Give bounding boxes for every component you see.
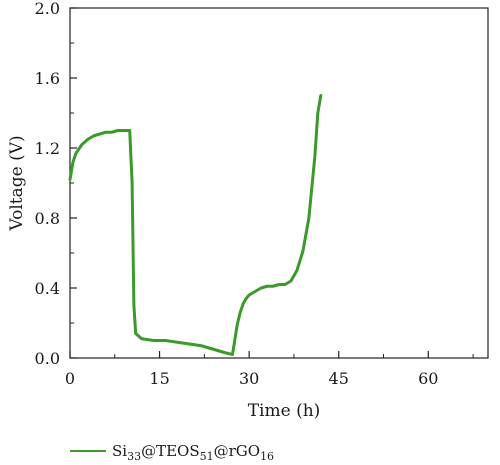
x-tick-label: 0: [65, 369, 75, 388]
x-axis-title: Time (h): [248, 401, 321, 421]
legend: Si33@TEOS51@rGO16: [70, 442, 274, 463]
y-tick-label: 0.4: [35, 279, 60, 298]
x-tick-label: 45: [329, 369, 349, 388]
y-tick-label: 2.0: [35, 0, 60, 18]
legend-label-teos: @TEOS: [141, 442, 200, 460]
legend-label-rgo: @rGO: [214, 442, 260, 460]
x-tick-label: 15: [149, 369, 169, 388]
axis-ticks: [69, 7, 474, 359]
y-axis-title: Voltage (V): [7, 135, 27, 231]
y-tick-label: 0.8: [35, 209, 60, 228]
series-layer: [68, 94, 323, 356]
y-tick-label: 1.6: [35, 69, 60, 88]
legend-label: Si33@TEOS51@rGO16: [112, 442, 274, 463]
legend-label-si: Si: [112, 442, 127, 460]
legend-label-sub-33: 33: [127, 450, 141, 463]
y-tick-label: 0.0: [35, 349, 60, 368]
series-line: [68, 94, 323, 356]
x-tick-label: 30: [239, 369, 259, 388]
tick-labels: 0 15 30 45 60 0.0 0.4 0.8 1.2 1.6 2.0: [35, 0, 439, 388]
legend-label-sub-51: 51: [200, 450, 214, 463]
legend-label-sub-16: 16: [260, 450, 274, 463]
x-tick-label: 60: [418, 369, 438, 388]
y-tick-label: 1.2: [35, 139, 60, 158]
